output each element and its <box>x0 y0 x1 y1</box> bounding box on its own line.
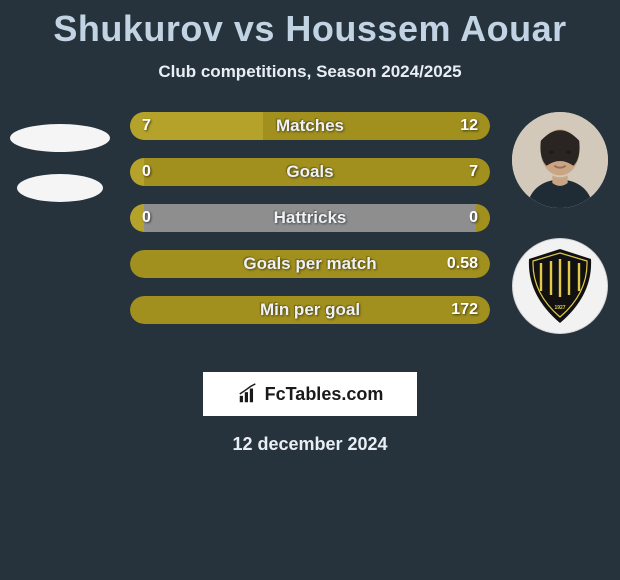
bar-label: Goals <box>130 158 490 186</box>
person-icon <box>512 112 608 208</box>
player-right-column: 1927 <box>510 112 610 334</box>
bar-row: 172Min per goal <box>130 296 490 324</box>
bar-label: Matches <box>130 112 490 140</box>
bar-row: 07Goals <box>130 158 490 186</box>
bar-row: 712Matches <box>130 112 490 140</box>
bar-label: Min per goal <box>130 296 490 324</box>
page-subtitle: Club competitions, Season 2024/2025 <box>0 62 620 82</box>
comparison-chart: 1927 712Matches 07Goals 00Hattricks 0.58Goa… <box>0 112 620 352</box>
bar-row: 0.58Goals per match <box>130 250 490 278</box>
logo-text: FcTables.com <box>265 384 384 405</box>
badge-year: 1927 <box>554 305 565 311</box>
date-text: 12 december 2024 <box>0 434 620 455</box>
player-left-club-placeholder <box>17 174 103 202</box>
page-title: Shukurov vs Houssem Aouar <box>0 0 620 50</box>
bar-label: Hattricks <box>130 204 490 232</box>
player-left-column <box>10 124 110 202</box>
fctables-logo: FcTables.com <box>203 372 417 416</box>
bars-container: 712Matches 07Goals 00Hattricks 0.58Goals pe… <box>130 112 490 324</box>
player-left-avatar-placeholder <box>10 124 110 152</box>
bar-row: 00Hattricks <box>130 204 490 232</box>
player-right-avatar <box>512 112 608 208</box>
bar-label: Goals per match <box>130 250 490 278</box>
bar-chart-icon <box>237 383 259 405</box>
shield-icon: 1927 <box>525 247 595 325</box>
player-right-club-badge: 1927 <box>512 238 608 334</box>
